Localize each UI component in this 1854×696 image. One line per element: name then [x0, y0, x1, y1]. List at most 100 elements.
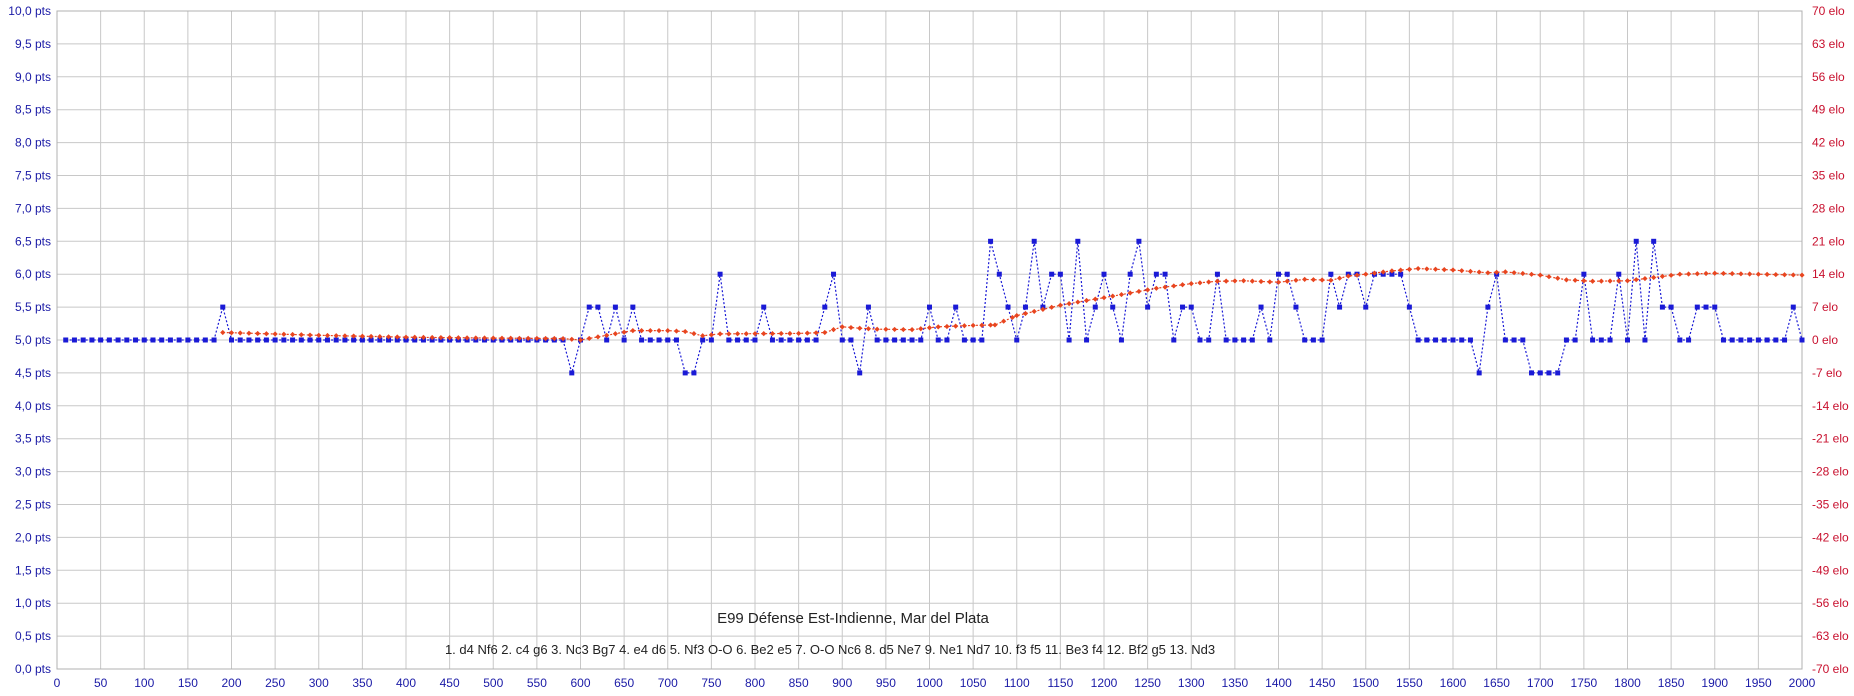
data-point-blue: [1633, 238, 1639, 244]
data-point-blue: [979, 337, 985, 343]
data-point-orange: [638, 328, 645, 334]
data-point-orange: [281, 331, 287, 337]
data-point-orange: [499, 335, 505, 341]
x-tick-label: 950: [876, 676, 896, 690]
y-left-tick-label: 0,0 pts: [15, 662, 51, 676]
data-point-orange: [595, 334, 601, 340]
data-point-orange: [1476, 269, 1482, 275]
data-point-orange: [237, 330, 243, 336]
data-point-orange: [944, 323, 950, 330]
data-point-blue: [185, 337, 191, 343]
data-point-orange: [1302, 276, 1308, 282]
x-axis: 0 50 100 150 200 250 300 350 400 450 500 550 600 650 7…: [54, 676, 1816, 690]
data-point-blue: [1581, 271, 1587, 277]
data-point-orange: [394, 334, 400, 340]
data-point-blue: [394, 337, 400, 343]
data-point-blue: [883, 337, 889, 343]
data-point-orange: [1145, 287, 1151, 293]
data-point-orange: [1380, 269, 1386, 275]
data-point-orange: [892, 326, 898, 333]
x-tick-label: 1350: [1222, 676, 1249, 690]
data-point-blue: [377, 337, 383, 343]
data-point-orange: [1001, 318, 1007, 324]
data-point-blue: [1598, 337, 1604, 343]
data-point-orange: [438, 334, 444, 341]
y-right-tick-label: 56 elo: [1812, 70, 1845, 84]
data-point-blue: [1529, 370, 1535, 376]
data-point-orange: [1328, 277, 1334, 283]
data-point-orange: [900, 326, 906, 333]
y-left-tick-label: 2,0 pts: [15, 530, 51, 544]
data-point-blue: [307, 337, 313, 343]
data-point-orange: [1406, 266, 1412, 272]
data-point-blue: [1441, 337, 1447, 343]
data-point-blue: [787, 337, 793, 343]
y-left-tick-label: 9,5 pts: [15, 37, 51, 51]
data-point-orange: [839, 324, 845, 330]
data-point-blue: [167, 337, 173, 343]
data-point-blue: [1651, 238, 1657, 244]
data-point-orange: [796, 330, 802, 337]
data-point-orange: [1747, 271, 1753, 277]
data-point-blue: [1703, 304, 1709, 310]
data-point-orange: [726, 331, 732, 337]
x-tick-label: 400: [396, 676, 416, 690]
data-point-orange: [1607, 278, 1613, 284]
data-point-orange: [1336, 275, 1343, 281]
y-right-tick-label: -28 elo: [1812, 465, 1849, 479]
data-point-orange: [1799, 272, 1805, 278]
data-point-blue: [988, 238, 994, 244]
data-point-orange: [1319, 277, 1325, 283]
data-point-orange: [883, 326, 889, 332]
data-point-orange: [1694, 271, 1700, 277]
data-point-orange: [1555, 275, 1561, 281]
data-point-orange: [1520, 270, 1526, 277]
data-point-orange: [1485, 270, 1491, 276]
data-point-orange: [1066, 301, 1072, 307]
data-point-orange: [1022, 310, 1029, 317]
data-point-orange: [1598, 278, 1604, 284]
data-point-orange: [1642, 275, 1648, 282]
data-point-orange: [1232, 278, 1238, 284]
data-point-orange: [1511, 270, 1517, 276]
data-point-blue: [89, 337, 95, 343]
data-point-orange: [385, 334, 392, 340]
y-right-tick-label: -7 elo: [1812, 366, 1842, 380]
data-point-orange: [604, 332, 610, 338]
data-point-blue: [281, 337, 287, 343]
y-left-tick-label: 4,5 pts: [15, 366, 51, 380]
x-tick-label: 300: [309, 676, 329, 690]
x-tick-label: 1550: [1396, 676, 1423, 690]
data-point-orange: [298, 332, 304, 338]
data-point-orange: [1136, 288, 1142, 295]
data-point-orange: [961, 323, 967, 329]
data-point-orange: [1546, 274, 1552, 280]
data-point-orange: [447, 335, 453, 341]
data-point-orange: [848, 324, 854, 331]
data-point-blue: [656, 337, 662, 343]
x-tick-label: 1400: [1265, 676, 1292, 690]
data-point-blue: [752, 337, 758, 343]
data-point-blue: [403, 337, 409, 343]
data-point-blue: [604, 337, 610, 343]
y-axis-left: 0,0 pts 0,5 pts 1,0 pts 1,5 pts 2,0 pts 2,5 p…: [8, 4, 51, 676]
data-point-blue: [1101, 271, 1107, 277]
data-point-blue: [944, 337, 950, 343]
data-point-orange: [1363, 271, 1369, 277]
data-point-blue: [612, 304, 618, 310]
data-point-orange: [1057, 302, 1063, 308]
data-point-blue: [351, 337, 357, 343]
x-tick-label: 0: [54, 676, 61, 690]
y-left-tick-label: 6,0 pts: [15, 267, 51, 281]
data-point-blue: [1337, 304, 1343, 310]
data-point-blue: [1249, 337, 1255, 343]
x-tick-label: 1500: [1352, 676, 1379, 690]
x-tick-label: 1700: [1527, 676, 1554, 690]
y-right-tick-label: 7 elo: [1812, 300, 1838, 314]
data-point-blue: [1450, 337, 1456, 343]
y-left-tick-label: 7,5 pts: [15, 169, 51, 183]
data-point-blue: [1572, 337, 1578, 343]
y-left-tick-label: 10,0 pts: [8, 4, 51, 18]
data-point-orange: [1092, 296, 1098, 302]
